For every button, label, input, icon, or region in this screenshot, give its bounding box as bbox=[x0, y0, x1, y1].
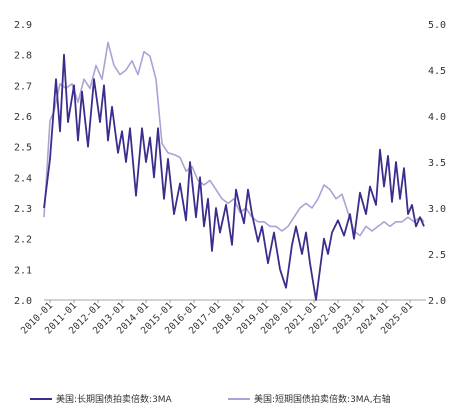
left-y-tick-label: 2.4 bbox=[14, 173, 32, 184]
series-line-long-term bbox=[43, 53, 425, 301]
left-y-axis: 2.0 2.1 2.2 2.3 2.4 2.5 2.6 2.7 2.8 2.9 bbox=[14, 20, 32, 307]
legend-swatch-long-term bbox=[30, 397, 52, 400]
series-line-short-term bbox=[43, 41, 425, 237]
legend-swatch-short-term bbox=[228, 397, 250, 400]
legend-label-long-term: 美国:长期国债拍卖倍数:3MA bbox=[56, 395, 172, 405]
right-y-tick-label: 3.5 bbox=[428, 158, 446, 169]
left-y-tick-label: 2.2 bbox=[14, 235, 32, 246]
series-lines bbox=[43, 41, 425, 301]
legend-item-long-term: 美国:长期国债拍卖倍数:3MA bbox=[30, 392, 172, 405]
legend-item-short-term: 美国:短期国债拍卖倍数:3MA,右轴 bbox=[228, 392, 391, 405]
right-y-tick-label: 2.5 bbox=[428, 250, 446, 261]
right-y-tick-label: 4.5 bbox=[428, 66, 446, 77]
left-y-tick-label: 2.6 bbox=[14, 112, 32, 123]
left-y-tick-label: 2.8 bbox=[14, 51, 32, 62]
right-y-axis: 2.0 2.5 3.0 3.5 4.0 4.5 5.0 bbox=[428, 20, 446, 307]
right-y-tick-label: 3.0 bbox=[428, 204, 446, 215]
left-y-tick-label: 2.7 bbox=[14, 81, 32, 92]
legend-label-short-term: 美国:短期国债拍卖倍数:3MA,右轴 bbox=[254, 395, 391, 405]
left-y-tick-label: 2.0 bbox=[14, 296, 32, 307]
left-y-tick-label: 2.1 bbox=[14, 265, 32, 276]
left-y-tick-label: 2.5 bbox=[14, 143, 32, 154]
x-axis: 2010-012011-012012-012013-012014-012015-… bbox=[19, 300, 415, 336]
right-y-tick-label: 2.0 bbox=[428, 296, 446, 307]
left-y-tick-label: 2.9 bbox=[14, 20, 32, 31]
line-chart: 2.0 2.1 2.2 2.3 2.4 2.5 2.6 2.7 2.8 2.9 2.0 2.5 3.0… bbox=[14, 20, 446, 336]
legend: 美国:长期国债拍卖倍数:3MA 美国:短期国债拍卖倍数:3MA,右轴 bbox=[0, 392, 456, 410]
left-y-tick-label: 2.3 bbox=[14, 204, 32, 215]
right-y-tick-label: 5.0 bbox=[428, 20, 446, 31]
right-y-tick-label: 4.0 bbox=[428, 112, 446, 123]
